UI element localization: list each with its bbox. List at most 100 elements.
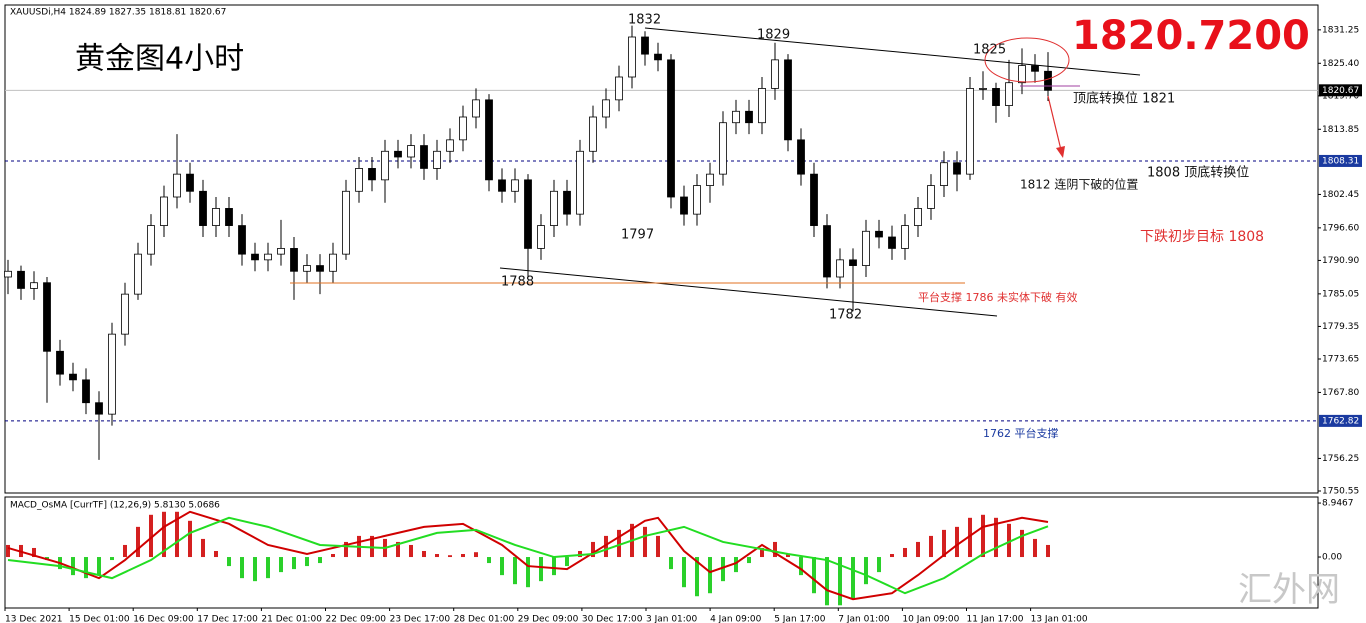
candle-body	[199, 190, 207, 226]
candle-body	[901, 225, 909, 249]
candle-body	[667, 59, 675, 198]
candle-body	[563, 190, 571, 215]
candle-body	[459, 116, 467, 141]
macd-bar	[32, 547, 36, 558]
candle-body	[4, 270, 12, 278]
candle-body	[810, 173, 818, 226]
candle-body	[745, 110, 753, 124]
macd-bar	[838, 557, 842, 606]
annotation: 1797	[621, 228, 654, 243]
candle-body	[875, 230, 883, 238]
candle-body	[17, 270, 25, 289]
x-tick-label: 30 Dec 17:00	[582, 615, 643, 623]
macd-bar	[487, 557, 491, 564]
y-tick-label: 1813.85	[1322, 125, 1359, 135]
macd-bar	[318, 557, 322, 564]
arrow-head	[1056, 146, 1065, 158]
macd-tick-label: 8.9467	[1322, 499, 1354, 509]
annotation: 1808 顶底转换位	[1147, 165, 1249, 181]
macd-bar	[162, 511, 166, 558]
y-tick-label: 1819.70	[1322, 91, 1359, 101]
candle-body	[368, 168, 376, 181]
macd-bar	[266, 557, 270, 579]
x-tick-label: 13 Dec 2021	[5, 615, 63, 623]
macd-bar	[734, 557, 738, 573]
macd-line	[7, 510, 1049, 601]
macd-bar	[682, 557, 686, 588]
annotation: 下跌初步目标 1808	[1140, 228, 1264, 245]
annotation: 1825	[973, 43, 1006, 58]
macd-bar	[435, 554, 439, 558]
macd-bar	[1033, 538, 1037, 558]
macd-bar	[188, 520, 192, 558]
candle-body	[615, 76, 623, 101]
candle-body	[277, 248, 285, 255]
x-tick-label: 10 Jan 09:00	[902, 615, 959, 623]
candle-body	[784, 59, 792, 141]
macd-bar	[110, 557, 114, 561]
candle-body	[654, 53, 662, 61]
annotation: 1812 连阴下破的位置	[1020, 177, 1138, 192]
macd-bar	[747, 557, 751, 564]
macd-bar	[786, 554, 790, 558]
macd-tick-label: 0.00	[1322, 553, 1342, 563]
macd-bar	[136, 526, 140, 558]
macd-bar	[864, 557, 868, 585]
macd-bar	[877, 557, 881, 573]
macd-bar	[981, 514, 985, 558]
symbol-header: XAUUSDi,H4 1824.89 1827.35 1818.81 1820.…	[10, 8, 226, 18]
candle-body	[732, 110, 740, 124]
candle-body	[888, 236, 896, 249]
candle-body	[303, 265, 311, 272]
x-tick-label: 11 Jan 17:00	[967, 615, 1024, 623]
x-tick-label: 29 Dec 09:00	[518, 615, 579, 623]
candle-body	[472, 99, 480, 118]
price-panel	[4, 4, 1319, 494]
macd-bar	[331, 554, 335, 558]
candle-body	[589, 116, 597, 152]
macd-bar	[123, 544, 127, 558]
macd-bar	[448, 555, 452, 558]
x-tick-label: 15 Dec 01:00	[69, 615, 130, 623]
y-tick-label: 1831.25	[1322, 25, 1359, 35]
macd-bar	[6, 544, 10, 558]
level-label: 1762.82	[1322, 416, 1359, 426]
macd-bar	[1007, 523, 1011, 558]
macd-bar	[617, 529, 621, 558]
x-tick-label: 4 Jan 09:00	[710, 615, 762, 623]
candle-body	[485, 99, 493, 181]
macd-bar	[240, 557, 244, 579]
macd-bar	[396, 541, 400, 558]
candle-body	[186, 173, 194, 192]
candle-body	[992, 88, 1000, 106]
foreground-layer: 1820.67 1808.31 1762.82 1832 1829 1825 1797 178…	[7, 13, 1362, 601]
candle-body	[979, 88, 987, 90]
candle-body	[576, 150, 584, 215]
candle-body	[914, 208, 922, 226]
y-tick-label: 1756.25	[1322, 454, 1359, 464]
candle-body	[524, 179, 532, 249]
macd-bar	[305, 557, 309, 567]
macd-bar	[968, 517, 972, 558]
candle-body	[498, 179, 506, 192]
y-tick-label: 1796.60	[1322, 223, 1359, 233]
candle-body	[862, 230, 870, 266]
candle-body	[823, 225, 831, 278]
annotation: 顶底转换位 1821	[1073, 91, 1175, 107]
candle-body	[407, 145, 415, 158]
candle-body	[550, 190, 558, 226]
candle-body	[147, 225, 155, 255]
candle-body	[966, 88, 974, 175]
macd-bar	[552, 557, 556, 576]
macd-bar	[721, 557, 725, 582]
x-tick-label: 13 Jan 01:00	[1031, 615, 1088, 623]
candle-body	[1044, 70, 1052, 91]
candle-body	[1031, 65, 1039, 72]
macd-bar	[201, 538, 205, 558]
candle-body	[537, 225, 545, 249]
macd-bar	[825, 557, 829, 606]
macd-bar	[253, 557, 257, 582]
macd-bar	[773, 541, 777, 558]
annotation: 1782	[829, 308, 862, 323]
